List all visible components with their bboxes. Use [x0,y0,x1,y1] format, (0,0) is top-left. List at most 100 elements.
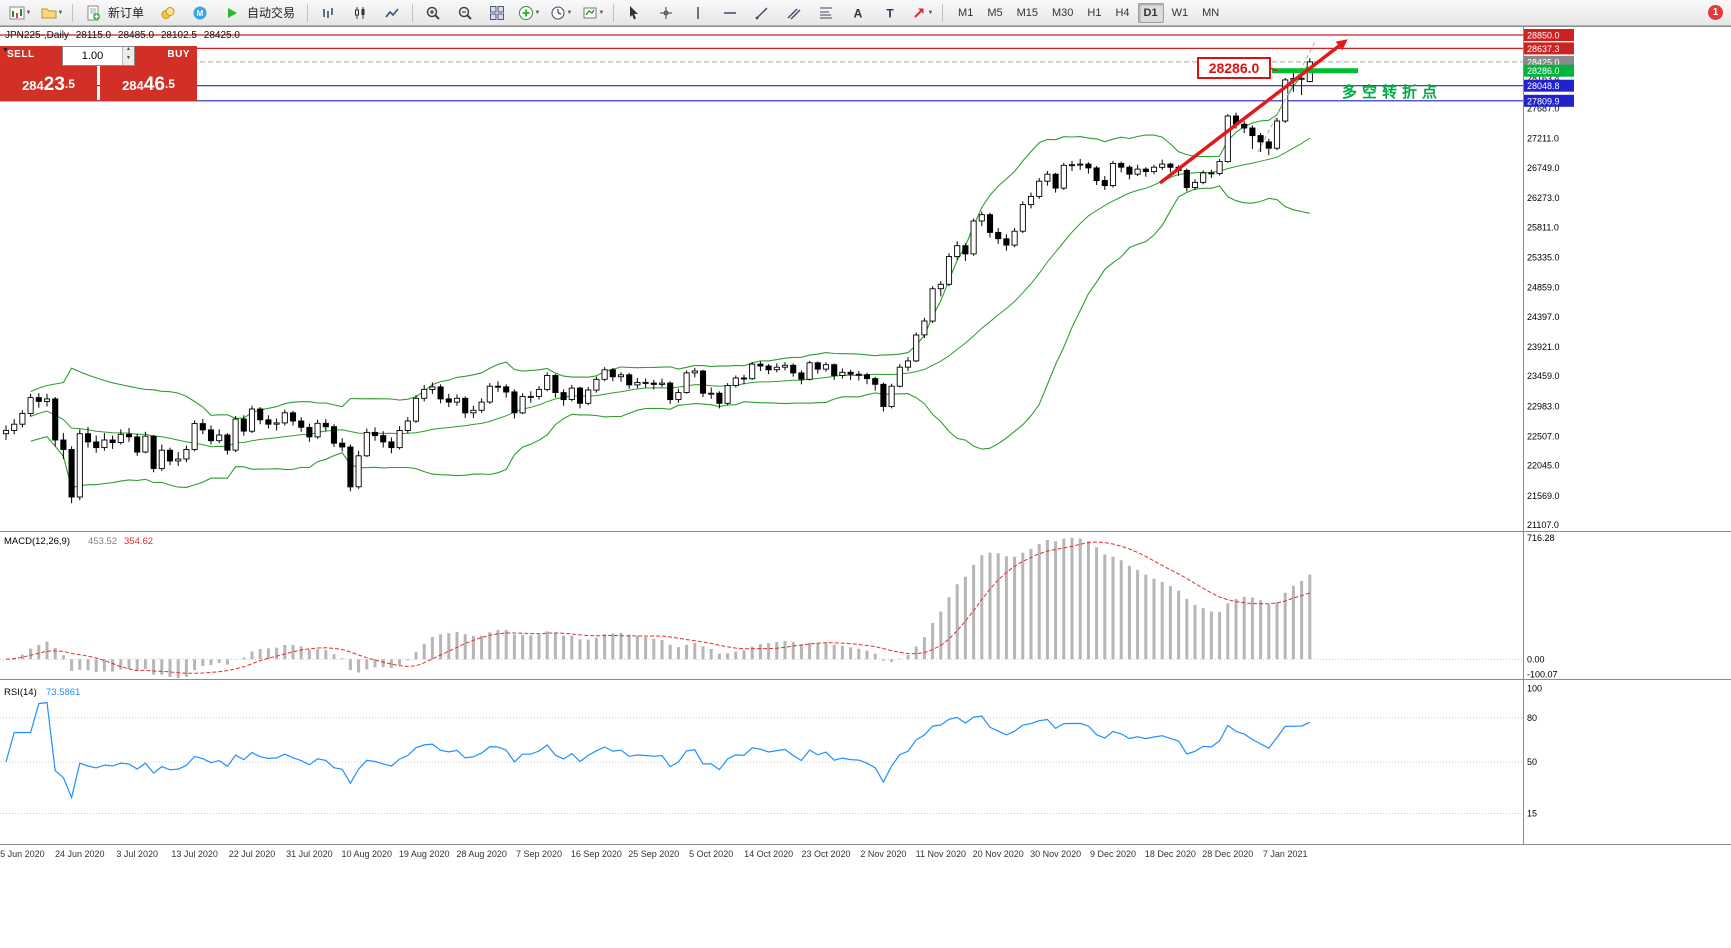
sell-label: SELL [7,49,35,60]
timeframe-m5[interactable]: M5 [987,6,1003,19]
community-button[interactable]: M [185,2,215,24]
svg-text:28048.8: 28048.8 [1527,81,1560,91]
svg-text:多空转折点: 多空转折点 [1342,83,1442,101]
indicators-icon [518,5,534,21]
date-label: 9 Dec 2020 [1090,849,1136,859]
label-tool-button[interactable]: T [875,2,905,24]
svg-text:-100.07: -100.07 [1527,670,1558,680]
templates-icon [582,5,598,21]
volume-spinner[interactable]: ▲ ▼ [122,47,134,65]
trendline-button[interactable] [747,2,777,24]
candlestick-chart-button[interactable] [345,2,375,24]
vertical-line-icon [690,5,706,21]
cursor-button[interactable] [619,2,649,24]
bollinger-lower-band [30,185,1310,489]
timeframe-group: M1 M5 M15 M30 H1 H4 D1 W1 MN [951,2,1226,23]
clock-icon [550,5,566,21]
spinner-down-icon[interactable]: ▼ [123,56,134,65]
indicators-button[interactable]: ▼ [514,2,544,24]
price-callout[interactable]: 28286.0 [1197,57,1278,79]
toolbar-separator [307,3,309,22]
toolbar-separator [72,3,73,22]
horizontal-line-button[interactable] [715,2,745,24]
new-order-button[interactable]: 新订单 [78,3,151,23]
deposit-button[interactable] [153,2,183,24]
macd-main-value: 453.52 [88,536,117,547]
chevron-down-icon: ▼ [566,9,573,16]
chevron-down-icon: ▼ [598,9,605,16]
line-chart-button[interactable] [377,2,407,24]
timeframe-w1[interactable]: W1 [1171,6,1189,19]
svg-text:A: A [854,6,863,20]
zoom-out-button[interactable] [450,2,480,24]
horizontal-lines[interactable] [0,34,1523,102]
periods-button[interactable]: ▼ [546,2,576,24]
svg-text:M: M [197,9,204,18]
svg-text:28425.0: 28425.0 [1527,57,1560,67]
timeframe-h4[interactable]: H4 [1115,6,1130,19]
svg-text:27211.0: 27211.0 [1527,134,1559,144]
svg-text:25811.0: 25811.0 [1527,222,1559,232]
new-order-label: 新订单 [108,6,145,20]
candles [2,58,1313,504]
panel-borders [0,26,1731,845]
volume-input[interactable]: 1.00 ▲ ▼ [62,46,135,66]
zoom-out-icon [457,5,473,21]
trend-arrow[interactable] [1158,39,1348,185]
new-order-icon [85,5,101,21]
date-label: 19 Aug 2020 [399,849,450,859]
svg-text:15: 15 [1527,809,1537,819]
date-label: 18 Dec 2020 [1145,849,1196,859]
bar-chart-icon [320,5,336,21]
svg-text:28637.3: 28637.3 [1527,44,1560,54]
time-axis[interactable]: 5 Jun 2020 24 Jun 2020 3 Jul 2020 13 Jul 20… [0,849,1307,859]
chart-high-value: 28485.0 [117,30,155,41]
timeframe-m1[interactable]: M1 [958,6,974,19]
timeframe-d1[interactable]: D1 [1137,2,1164,23]
bar-chart-button[interactable] [313,2,343,24]
tile-windows-button[interactable] [482,2,512,24]
notification-badge[interactable]: 1 [1708,5,1723,20]
bollinger-bands [30,62,1311,489]
templates-button[interactable]: ▼ [578,2,608,24]
arrows-button[interactable]: ▼ [907,2,937,24]
svg-text:23921.0: 23921.0 [1527,342,1560,352]
crosshair-button[interactable] [651,2,681,24]
text-tool-button[interactable]: A [843,2,873,24]
channel-icon [786,5,802,21]
new-chart-icon [9,5,25,21]
date-label: 5 Jun 2020 [0,849,45,859]
svg-text:28850.0: 28850.0 [1527,31,1560,41]
profiles-button[interactable]: ▼ [37,2,67,24]
svg-text:50: 50 [1527,757,1537,767]
autotrading-button[interactable]: 自动交易 [217,3,302,23]
turning-point-annotation: 多空转折点 [1342,83,1442,101]
label-tool-icon: T [882,5,898,21]
price-tag [1524,94,1574,107]
timeframe-h1[interactable]: H1 [1087,6,1102,19]
date-label: 10 Aug 2020 [342,849,393,859]
timeframe-m15[interactable]: M15 [1016,6,1038,19]
rsi-label: RSI(14) [4,687,37,698]
timeframe-m30[interactable]: M30 [1052,6,1074,19]
chevron-down-icon: ▼ [25,9,32,16]
svg-text:24859.0: 24859.0 [1527,283,1560,293]
channel-button[interactable] [779,2,809,24]
fibonacci-button[interactable] [811,2,841,24]
new-chart-button[interactable]: ▼ [5,2,35,24]
dashed-trendline[interactable] [1257,39,1317,153]
date-label: 28 Dec 2020 [1202,849,1253,859]
horizontal-line-icon [722,5,738,21]
chart-open-value: 28115.0 [75,30,112,41]
trade-panel-collapse-icon[interactable]: ▼ [2,47,9,54]
svg-text:27687.0: 27687.0 [1527,104,1560,114]
vertical-line-button[interactable] [683,2,713,24]
price-tag [1524,29,1574,41]
timeframe-mn[interactable]: MN [1202,6,1220,19]
svg-text:22983.0: 22983.0 [1527,401,1560,411]
spinner-up-icon[interactable]: ▲ [123,47,134,56]
svg-text:22507.0: 22507.0 [1527,431,1560,441]
svg-text:25335.0: 25335.0 [1527,252,1560,262]
zoom-in-button[interactable] [418,2,448,24]
svg-text:T: T [886,6,894,20]
